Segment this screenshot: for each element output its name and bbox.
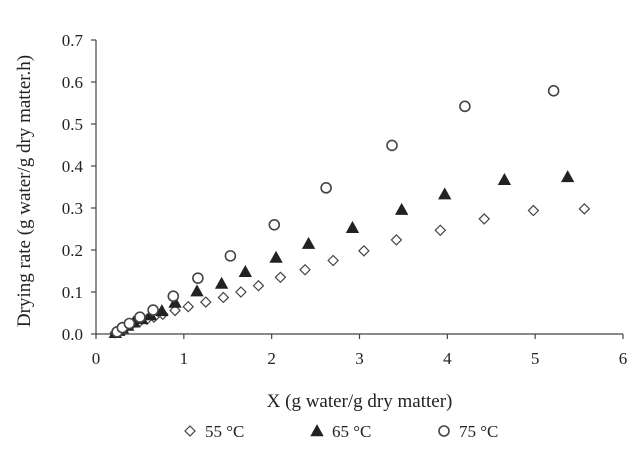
- data-point: [299, 263, 311, 276]
- data-point: [268, 219, 281, 231]
- data-point: [560, 170, 575, 183]
- data-point: [182, 300, 195, 313]
- x-tick-label: 1: [180, 349, 189, 368]
- data-point: [167, 290, 180, 303]
- data-point: [497, 173, 512, 186]
- data-point: [190, 284, 204, 297]
- legend-marker: [184, 425, 196, 437]
- data-point: [301, 236, 316, 249]
- data-point: [192, 272, 204, 284]
- data-point: [217, 291, 230, 304]
- data-point: [147, 304, 159, 316]
- x-tick-label: 3: [355, 349, 364, 368]
- data-point: [394, 202, 409, 215]
- data-point: [478, 213, 491, 225]
- y-axis-title: Drying rate (g water/g dry matter.h): [14, 55, 35, 327]
- data-markers: [108, 85, 591, 339]
- data-point: [386, 139, 398, 152]
- series-0: [109, 202, 591, 339]
- data-point: [547, 85, 560, 97]
- data-point: [134, 311, 146, 324]
- legend: 55 °C 65 °C 75 °C: [184, 422, 498, 441]
- y-tick-label: 0.1: [62, 283, 83, 302]
- x-tick-label: 4: [443, 349, 452, 368]
- data-point: [358, 244, 370, 257]
- data-point: [238, 265, 252, 278]
- series-2: [111, 85, 560, 338]
- data-point: [214, 276, 229, 289]
- data-point: [438, 187, 452, 200]
- data-point: [459, 100, 471, 113]
- y-tick-label: 0.6: [62, 73, 83, 92]
- legend-item: 65 °C: [310, 422, 371, 441]
- data-point: [169, 304, 181, 317]
- data-point: [320, 182, 332, 194]
- y-tick-label: 0.7: [62, 31, 84, 50]
- x-axis: 0 1 2 3 4 5 6: [92, 333, 628, 368]
- series-1: [108, 170, 575, 338]
- data-point: [252, 279, 265, 292]
- legend-marker: [310, 424, 324, 437]
- legend-label: 65 °C: [332, 422, 371, 441]
- data-point: [168, 295, 182, 308]
- x-tick-label: 6: [619, 349, 628, 368]
- data-point: [345, 220, 360, 233]
- legend-label: 75 °C: [459, 422, 498, 441]
- y-tick-label: 0.3: [62, 199, 83, 218]
- data-point: [578, 202, 591, 215]
- y-tick-label: 0.2: [62, 241, 83, 260]
- x-tick-label: 5: [531, 349, 540, 368]
- legend-item: 75 °C: [438, 422, 498, 441]
- data-point: [199, 296, 212, 308]
- data-point: [327, 254, 339, 267]
- y-tick-label: 0.5: [62, 115, 83, 134]
- data-point: [235, 286, 247, 298]
- data-point: [123, 317, 136, 330]
- y-tick-label: 0.4: [62, 157, 84, 176]
- x-tick-label: 0: [92, 349, 101, 368]
- data-point: [269, 250, 283, 263]
- x-tick-label: 2: [267, 349, 276, 368]
- data-point: [434, 224, 447, 237]
- y-axis: 0.0 0.1 0.2 0.3 0.4 0.5 0.6 0.7: [62, 31, 97, 344]
- legend-label: 55 °C: [205, 422, 244, 441]
- x-axis-title: X (g water/g dry matter): [267, 391, 453, 412]
- data-point: [274, 271, 287, 284]
- legend-marker: [438, 425, 450, 437]
- data-point: [527, 204, 540, 217]
- data-point: [224, 250, 237, 262]
- data-point: [390, 234, 403, 246]
- legend-item: 55 °C: [184, 422, 244, 441]
- y-tick-label: 0.0: [62, 325, 83, 344]
